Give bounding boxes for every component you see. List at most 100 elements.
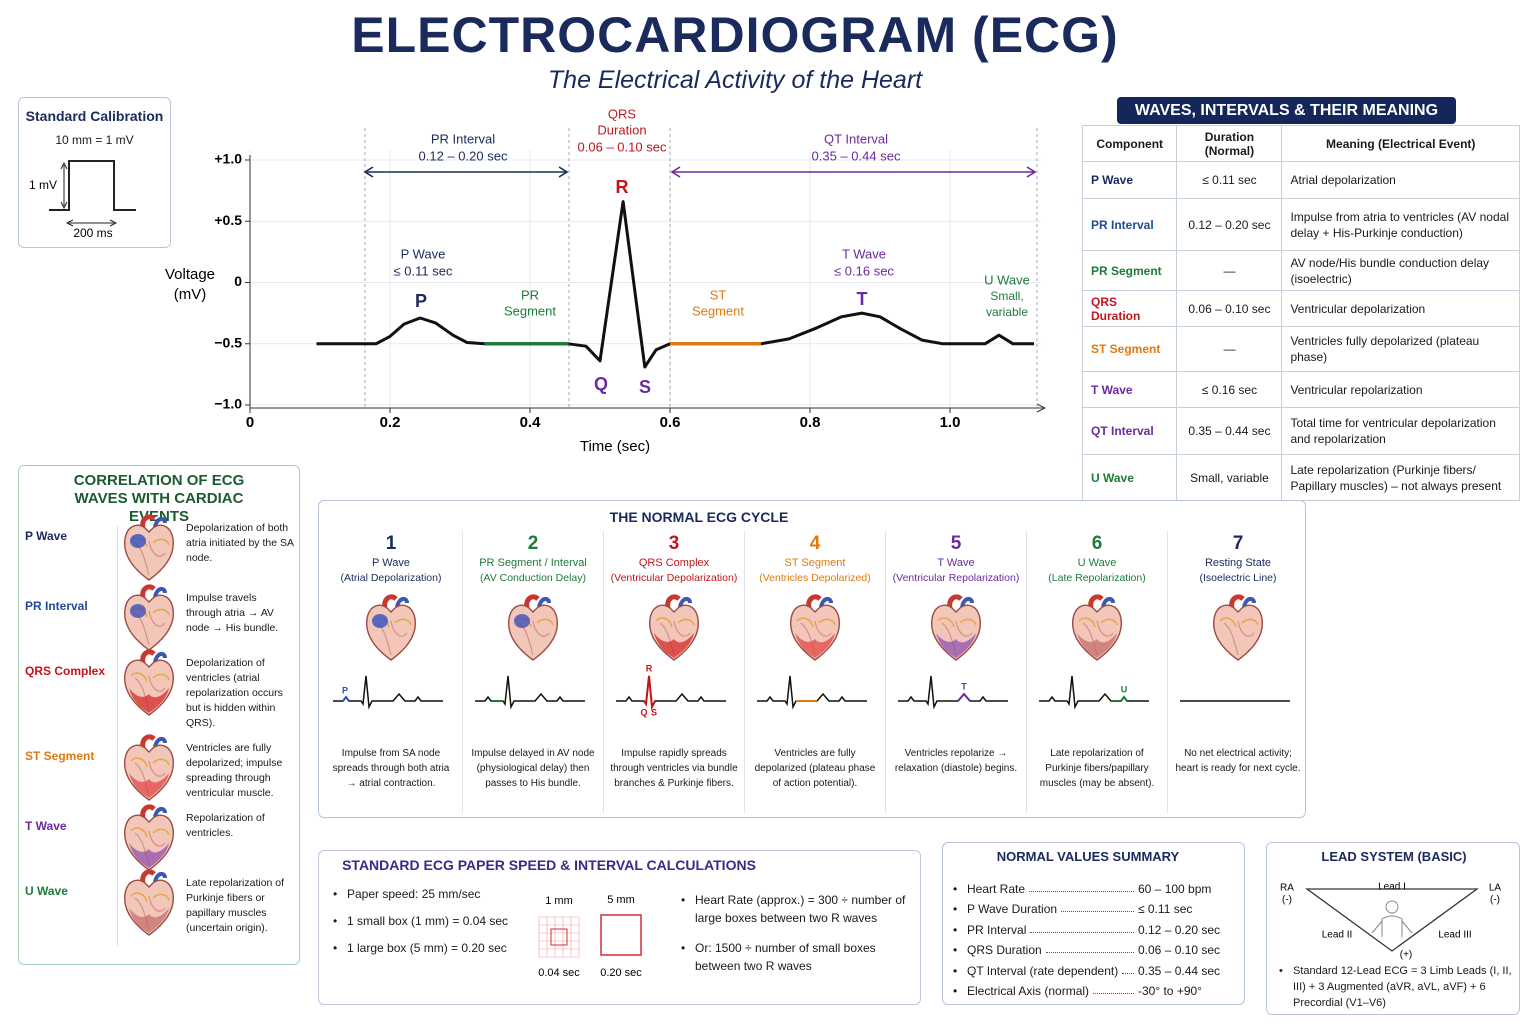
bullet: • bbox=[953, 881, 958, 896]
table-cell: Late repolarization (Purkinje fibers/ Pa… bbox=[1281, 454, 1520, 501]
normal-value-label: PR Interval bbox=[967, 922, 1027, 937]
bullet: • bbox=[333, 914, 338, 928]
lead-note: • Standard 12-Lead ECG = 3 Limb Leads (I,… bbox=[1279, 965, 1512, 1009]
lead-system-title: LEAD SYSTEM (BASIC) bbox=[1321, 849, 1467, 864]
table-cell: U Wave bbox=[1081, 454, 1178, 501]
dots bbox=[1093, 993, 1134, 994]
wave-letter: P bbox=[415, 291, 427, 311]
table-cell: AV node/His bundle conduction delay (iso… bbox=[1281, 250, 1520, 291]
table-cell: PR Interval bbox=[1081, 198, 1178, 251]
step-number: 5 bbox=[950, 533, 962, 554]
table-row: QT Interval 0.35 – 0.44 sec Total time for… bbox=[1081, 407, 1520, 455]
cycle-step: 5 T Wave (Ventricular Repolarization) T Vent… bbox=[885, 531, 1026, 813]
waves-table: Component Duration (Normal) Meaning (Elect… bbox=[1081, 125, 1520, 501]
highlight bbox=[795, 633, 835, 658]
lead-system-box: LEAD SYSTEM (BASIC) RA (-) LA (-) Lead I… bbox=[1266, 842, 1520, 1015]
heart-illustration bbox=[119, 648, 179, 718]
step-sub: (Isoelectric Line) bbox=[1199, 572, 1277, 584]
cycle-step: 1 P Wave (Atrial Depolarization) P Impulse f… bbox=[321, 531, 461, 813]
table-header-cell: Meaning (Electrical Event) bbox=[1281, 125, 1520, 162]
highlight bbox=[130, 604, 146, 618]
table-cell: ST Segment bbox=[1081, 326, 1178, 372]
hr-bullet-text: Or: 1500 ÷ number of small boxes between… bbox=[695, 941, 876, 973]
step-sub: (Late Repolarization) bbox=[1048, 572, 1146, 584]
bullet: • bbox=[681, 941, 686, 955]
table-row: P Wave ≤ 0.11 sec Atrial depolarization bbox=[1081, 161, 1520, 199]
step-sub: (Ventricles Depolarized) bbox=[759, 572, 871, 584]
table-header-cell: Component bbox=[1081, 125, 1178, 162]
table-cell: Ventricular repolarization bbox=[1281, 371, 1520, 408]
highlight bbox=[514, 614, 530, 628]
step-sub: (AV Conduction Delay) bbox=[479, 572, 587, 584]
qt-interval-arrow bbox=[670, 166, 1037, 178]
table-cell: T Wave bbox=[1081, 371, 1178, 408]
normal-value: 0.06 – 0.10 sec bbox=[1138, 943, 1221, 957]
title: ELECTROCARDIOGRAM (ECG) bbox=[351, 7, 1119, 63]
annotation: QRS bbox=[608, 106, 637, 121]
step-desc: Ventricles are fully depolarized (platea… bbox=[754, 748, 876, 789]
x-tick-label: 1.0 bbox=[940, 414, 961, 431]
heart-illustration bbox=[926, 593, 986, 663]
correlation-text: Depolarization of both atria initiated b… bbox=[186, 522, 294, 564]
heart-illustration bbox=[503, 593, 563, 663]
table-header-row: Component Duration (Normal) Meaning (Elect… bbox=[1081, 125, 1520, 162]
highlight bbox=[130, 534, 146, 548]
y-tick-label: +1.0 bbox=[214, 151, 242, 167]
step-name: P Wave bbox=[372, 557, 410, 569]
bullet: • bbox=[953, 963, 958, 978]
step-number: 6 bbox=[1091, 533, 1103, 554]
normal-value-row: • Heart Rate 60 – 100 bpm bbox=[953, 875, 1233, 896]
bullet: • bbox=[333, 941, 338, 955]
bullet: • bbox=[953, 984, 958, 998]
bullet: • bbox=[333, 887, 338, 901]
normal-value: 0.35 – 0.44 sec bbox=[1138, 963, 1221, 978]
correlation-text: Repolarization of ventricles. bbox=[186, 812, 265, 839]
ecg-plot: Voltage (mV) Time (sec) PR Interval 0.12… bbox=[165, 106, 1047, 455]
correlation-label: PR Interval bbox=[25, 599, 88, 613]
heart-illustration bbox=[361, 593, 421, 663]
dots bbox=[1045, 952, 1134, 953]
cycle-step: 6 U Wave (Late Repolarization) U Late repola… bbox=[1026, 531, 1167, 813]
x-axis bbox=[250, 403, 1047, 413]
mini-label: T bbox=[961, 681, 967, 691]
table-row: QRS Duration 0.06 – 0.10 sec Ventricular d… bbox=[1081, 290, 1520, 327]
calibration-box: Standard Calibration 10 mm = 1 mV 1 mV 2… bbox=[18, 97, 171, 248]
bullet: • bbox=[953, 922, 958, 937]
correlation-text: Ventricles are fully depolarized; impuls… bbox=[186, 742, 283, 799]
lead-label: Lead III bbox=[1438, 930, 1471, 941]
normal-value: ≤ 0.11 sec bbox=[1138, 902, 1193, 916]
table-cell: ≤ 0.16 sec bbox=[1176, 371, 1283, 408]
paper-bullets: • Paper speed: 25 mm/sec • 1 small box (1 m… bbox=[333, 887, 533, 968]
heart-illustration bbox=[1208, 593, 1268, 663]
wave-letter: T bbox=[857, 289, 868, 309]
heart-illustration bbox=[119, 583, 179, 653]
heart-illustration bbox=[785, 593, 845, 663]
mini-ecg bbox=[1180, 700, 1290, 702]
normal-value: 0.12 – 0.20 sec bbox=[1138, 922, 1221, 937]
step-sub: (Atrial Depolarization) bbox=[340, 572, 442, 584]
x-tick-label: 0.6 bbox=[660, 414, 681, 431]
paper-bullet-text: Paper speed: 25 mm/sec bbox=[347, 887, 481, 901]
mini-label: P bbox=[342, 685, 348, 695]
heart-illustration bbox=[119, 803, 179, 873]
mini-trace bbox=[333, 675, 443, 710]
step-number: 1 bbox=[385, 533, 397, 554]
arrow bbox=[65, 219, 118, 227]
cycle-step: 3 QRS Complex (Ventricular Depolarization)… bbox=[603, 531, 744, 813]
step-name: T Wave bbox=[937, 557, 975, 569]
pulse bbox=[49, 160, 136, 211]
normal-value-row: • P Wave Duration ≤ 0.11 sec bbox=[953, 896, 1233, 916]
mini-ecg: R Q S bbox=[616, 663, 726, 717]
highlight bbox=[654, 633, 694, 658]
mini-highlight bbox=[342, 695, 350, 702]
mini-ecg: T bbox=[898, 675, 1008, 710]
mini-highlight bbox=[643, 675, 656, 711]
large-box bbox=[600, 914, 642, 956]
grid-label: 1 mm bbox=[545, 895, 573, 907]
highlight bbox=[936, 633, 976, 658]
mini-label: R bbox=[646, 663, 653, 673]
y-tick-label: −0.5 bbox=[214, 334, 242, 350]
normal-value-row: • PR Interval 0.12 – 0.20 sec bbox=[953, 916, 1233, 937]
annotation: Small, bbox=[990, 289, 1023, 303]
correlation-label: ST Segment bbox=[25, 749, 95, 763]
